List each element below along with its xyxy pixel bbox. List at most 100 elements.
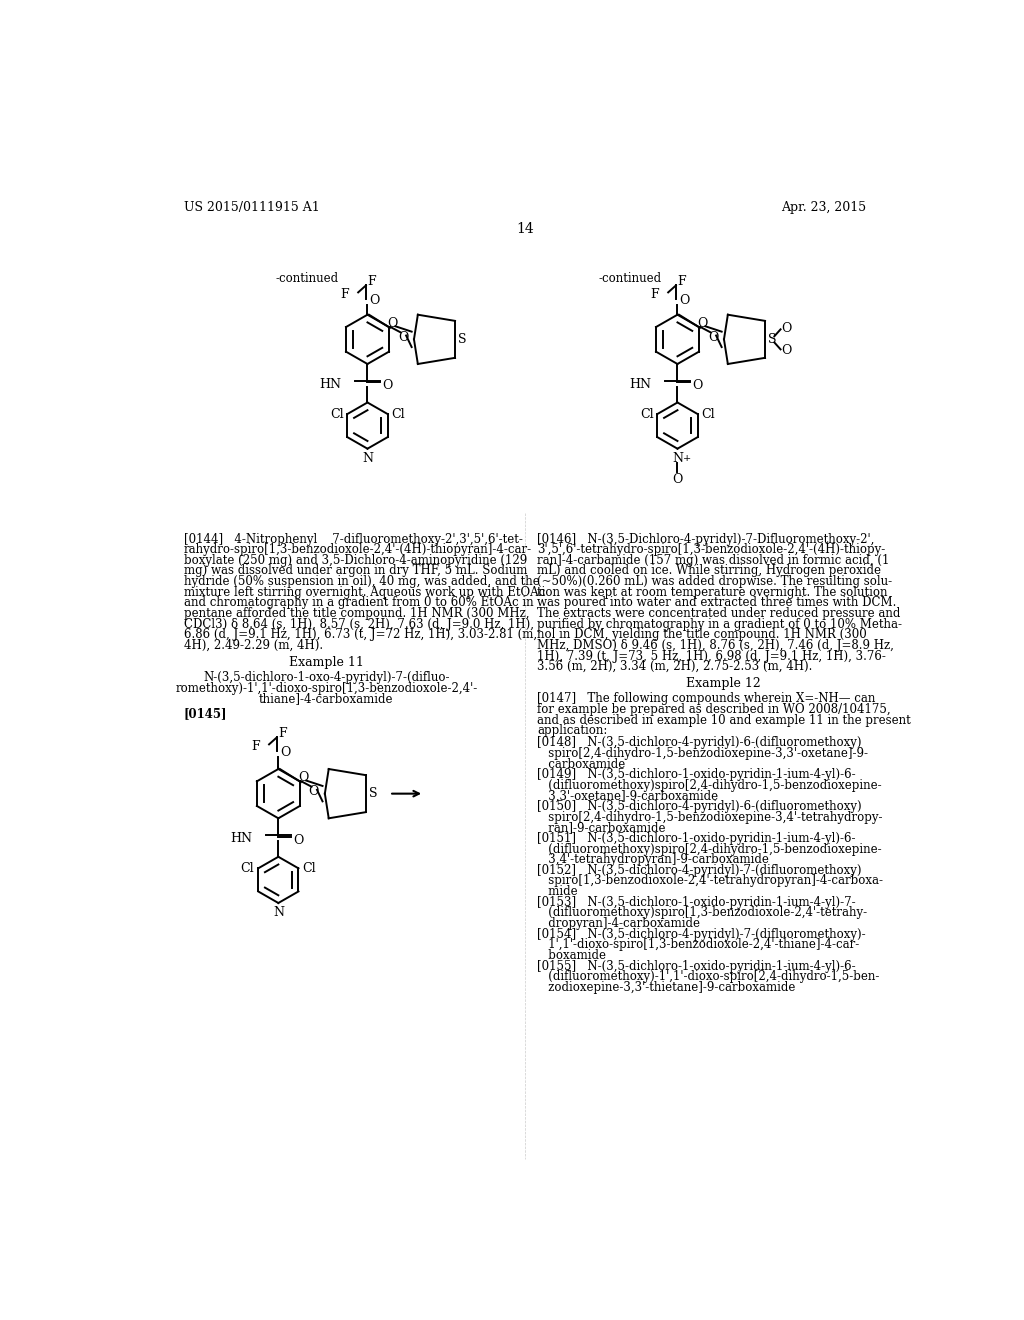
Text: CDCl3) δ 8.64 (s, 1H), 8.57 (s, 2H), 7.63 (d, J=9.0 Hz, 1H),: CDCl3) δ 8.64 (s, 1H), 8.57 (s, 2H), 7.6… bbox=[183, 618, 534, 631]
Text: O: O bbox=[781, 343, 792, 356]
Text: [0150]   N-(3,5-dichloro-4-pyridyl)-6-(difluoromethoxy): [0150] N-(3,5-dichloro-4-pyridyl)-6-(dif… bbox=[538, 800, 862, 813]
Text: F: F bbox=[279, 727, 287, 741]
Text: N-(3,5-dichloro-1-oxo-4-pyridyl)-7-(difluo-: N-(3,5-dichloro-1-oxo-4-pyridyl)-7-(difl… bbox=[203, 671, 450, 684]
Text: romethoxy)-1',1'-dioxo-spiro[1,3-benzodioxole-2,4'-: romethoxy)-1',1'-dioxo-spiro[1,3-benzodi… bbox=[175, 681, 477, 694]
Text: O: O bbox=[293, 834, 303, 846]
Text: (difluoromethoxy)spiro[2,4-dihydro-1,5-benzodioxepine-: (difluoromethoxy)spiro[2,4-dihydro-1,5-b… bbox=[538, 779, 882, 792]
Text: US 2015/0111915 A1: US 2015/0111915 A1 bbox=[183, 201, 319, 214]
Text: tion was kept at room temperature overnight. The solution: tion was kept at room temperature overni… bbox=[538, 586, 888, 599]
Text: thiane]-4-carboxamide: thiane]-4-carboxamide bbox=[259, 692, 393, 705]
Text: Cl: Cl bbox=[241, 862, 254, 875]
Text: MHz, DMSO) δ 9.46 (s, 1H), 8.76 (s, 2H), 7.46 (d, J=8.9 Hz,: MHz, DMSO) δ 9.46 (s, 1H), 8.76 (s, 2H),… bbox=[538, 639, 894, 652]
Text: Apr. 23, 2015: Apr. 23, 2015 bbox=[780, 201, 866, 214]
Text: [0149]   N-(3,5-dichloro-1-oxido-pyridin-1-ium-4-yl)-6-: [0149] N-(3,5-dichloro-1-oxido-pyridin-1… bbox=[538, 768, 856, 781]
Text: O: O bbox=[679, 294, 689, 308]
Text: O: O bbox=[387, 317, 397, 330]
Text: hydride (50% suspension in oil), 40 mg, was added, and the: hydride (50% suspension in oil), 40 mg, … bbox=[183, 576, 540, 589]
Text: Cl: Cl bbox=[640, 408, 653, 421]
Text: pentane afforded the title compound. 1H NMR (300 MHz,: pentane afforded the title compound. 1H … bbox=[183, 607, 529, 620]
Text: F: F bbox=[251, 741, 260, 754]
Text: ran]-9-carboxamide: ran]-9-carboxamide bbox=[538, 821, 666, 834]
Text: [0153]   N-(3,5-dichloro-1-oxido-pyridin-1-ium-4-yl)-7-: [0153] N-(3,5-dichloro-1-oxido-pyridin-1… bbox=[538, 896, 856, 908]
Text: [0154]   N-(3,5-dichloro-4-pyridyl)-7-(difluoromethoxy)-: [0154] N-(3,5-dichloro-4-pyridyl)-7-(dif… bbox=[538, 928, 866, 941]
Text: [0151]   N-(3,5-dichloro-1-oxido-pyridin-1-ium-4-yl)-6-: [0151] N-(3,5-dichloro-1-oxido-pyridin-1… bbox=[538, 832, 856, 845]
Text: 6.86 (d, J=9.1 Hz, 1H), 6.73 (t, J=72 Hz, 1H), 3.03-2.81 (m,: 6.86 (d, J=9.1 Hz, 1H), 6.73 (t, J=72 Hz… bbox=[183, 628, 537, 642]
Text: HN: HN bbox=[230, 832, 252, 845]
Text: The extracts were concentrated under reduced pressure and: The extracts were concentrated under red… bbox=[538, 607, 900, 620]
Text: (~50%)(0.260 mL) was added dropwise. The resulting solu-: (~50%)(0.260 mL) was added dropwise. The… bbox=[538, 576, 892, 589]
Text: HN: HN bbox=[319, 378, 341, 391]
Text: Example 11: Example 11 bbox=[289, 656, 364, 669]
Text: 3,4'-tetrahydropyran]-9-carboxamide: 3,4'-tetrahydropyran]-9-carboxamide bbox=[538, 853, 769, 866]
Text: was poured into water and extracted three times with DCM.: was poured into water and extracted thre… bbox=[538, 597, 897, 610]
Text: Cl: Cl bbox=[701, 408, 715, 421]
Text: rahydro-spiro[1,3-benzodioxole-2,4'-(4H)-thiopyran]-4-car-: rahydro-spiro[1,3-benzodioxole-2,4'-(4H)… bbox=[183, 544, 531, 556]
Text: O: O bbox=[781, 322, 792, 335]
Text: for example be prepared as described in WO 2008/104175,: for example be prepared as described in … bbox=[538, 704, 891, 715]
Text: N: N bbox=[672, 451, 683, 465]
Text: Example 12: Example 12 bbox=[686, 677, 761, 690]
Text: spiro[1,3-benzodioxole-2,4'-tetrahydropyran]-4-carboxa-: spiro[1,3-benzodioxole-2,4'-tetrahydropy… bbox=[538, 874, 883, 887]
Text: O: O bbox=[673, 474, 683, 486]
Text: and chromatography in a gradient from 0 to 60% EtOAc in: and chromatography in a gradient from 0 … bbox=[183, 597, 534, 610]
Text: 1H), 7.39 (t, J=73, 5 Hz, 1H), 6.98 (d, J=9.1 Hz, 1H), 3.76-: 1H), 7.39 (t, J=73, 5 Hz, 1H), 6.98 (d, … bbox=[538, 649, 886, 663]
Text: -continued: -continued bbox=[598, 272, 662, 285]
Text: F: F bbox=[340, 288, 349, 301]
Text: [0146]   N-(3,5-Dichloro-4-pyridyl)-7-Difluoromethoxy-2',: [0146] N-(3,5-Dichloro-4-pyridyl)-7-Difl… bbox=[538, 533, 874, 545]
Text: 1',1'-dioxo-spiro[1,3-benzodioxole-2,4'-thiane]-4-car-: 1',1'-dioxo-spiro[1,3-benzodioxole-2,4'-… bbox=[538, 939, 859, 952]
Text: N: N bbox=[361, 451, 373, 465]
Text: mide: mide bbox=[538, 886, 578, 898]
Text: 3,3'-oxetane]-9-carboxamide: 3,3'-oxetane]-9-carboxamide bbox=[538, 789, 718, 803]
Text: F: F bbox=[678, 275, 686, 288]
Text: Cl: Cl bbox=[302, 862, 316, 875]
Text: F: F bbox=[650, 288, 658, 301]
Text: 3',5',6'-tetrahydro-spiro[1,3-benzodioxole-2,4'-(4H)-thiopy-: 3',5',6'-tetrahydro-spiro[1,3-benzodioxo… bbox=[538, 544, 886, 556]
Text: spiro[2,4-dihydro-1,5-benzodioxepine-3,4'-tetrahydropy-: spiro[2,4-dihydro-1,5-benzodioxepine-3,4… bbox=[538, 810, 883, 824]
Text: O: O bbox=[708, 330, 718, 343]
Text: N: N bbox=[272, 906, 284, 919]
Text: zodioxepine-3,3'-thietane]-9-carboxamide: zodioxepine-3,3'-thietane]-9-carboxamide bbox=[538, 981, 796, 994]
Text: O: O bbox=[298, 771, 308, 784]
Text: -continued: -continued bbox=[275, 272, 338, 285]
Text: nol in DCM, yielding the title compound. 1H NMR (300: nol in DCM, yielding the title compound.… bbox=[538, 628, 867, 642]
Text: S: S bbox=[458, 333, 467, 346]
Text: S: S bbox=[768, 333, 776, 346]
Text: O: O bbox=[382, 379, 392, 392]
Text: [0155]   N-(3,5-dichloro-1-oxido-pyridin-1-ium-4-yl)-6-: [0155] N-(3,5-dichloro-1-oxido-pyridin-1… bbox=[538, 960, 856, 973]
Text: O: O bbox=[692, 379, 702, 392]
Text: O: O bbox=[308, 785, 319, 797]
Text: spiro[2,4-dihydro-1,5-benzodioxepine-3,3'-oxetane]-9-: spiro[2,4-dihydro-1,5-benzodioxepine-3,3… bbox=[538, 747, 868, 760]
Text: O: O bbox=[398, 330, 409, 343]
Text: F: F bbox=[368, 275, 376, 288]
Text: mixture left stirring overnight. Aqueous work up with EtOAc: mixture left stirring overnight. Aqueous… bbox=[183, 586, 545, 599]
Text: S: S bbox=[369, 787, 378, 800]
Text: O: O bbox=[369, 294, 380, 308]
Text: O: O bbox=[280, 746, 290, 759]
Text: [0147]   The following compounds wherein X=-NH— can: [0147] The following compounds wherein X… bbox=[538, 692, 876, 705]
Text: ran]-4-carbamide (157 mg) was dissolved in formic acid, (1: ran]-4-carbamide (157 mg) was dissolved … bbox=[538, 554, 890, 566]
Text: [0145]: [0145] bbox=[183, 708, 227, 721]
Text: 3.56 (m, 2H), 3.34 (m, 2H), 2.75-2.53 (m, 4H).: 3.56 (m, 2H), 3.34 (m, 2H), 2.75-2.53 (m… bbox=[538, 660, 813, 673]
Text: (difluoromethoxy)spiro[1,3-benzodioxole-2,4'-tetrahy-: (difluoromethoxy)spiro[1,3-benzodioxole-… bbox=[538, 907, 867, 919]
Text: application:: application: bbox=[538, 725, 607, 737]
Text: 4H), 2.49-2.29 (m, 4H).: 4H), 2.49-2.29 (m, 4H). bbox=[183, 639, 323, 652]
Text: carboxamide: carboxamide bbox=[538, 758, 626, 771]
Text: mL) and cooled on ice. While stirring, Hydrogen peroxide: mL) and cooled on ice. While stirring, H… bbox=[538, 565, 882, 577]
Text: [0148]   N-(3,5-dichloro-4-pyridyl)-6-(difluoromethoxy): [0148] N-(3,5-dichloro-4-pyridyl)-6-(dif… bbox=[538, 737, 862, 750]
Text: O: O bbox=[697, 317, 708, 330]
Text: HN: HN bbox=[629, 378, 651, 391]
Text: boxylate (250 mg) and 3,5-Dichloro-4-aminopyridine (129: boxylate (250 mg) and 3,5-Dichloro-4-ami… bbox=[183, 554, 527, 566]
Text: [0144]   4-Nitrophenyl    7-difluoromethoxy-2',3',5',6'-tet-: [0144] 4-Nitrophenyl 7-difluoromethoxy-2… bbox=[183, 533, 522, 545]
Text: [0152]   N-(3,5-dichloro-4-pyridyl)-7-(difluoromethoxy): [0152] N-(3,5-dichloro-4-pyridyl)-7-(dif… bbox=[538, 863, 862, 876]
Text: 14: 14 bbox=[516, 222, 534, 235]
Text: purified by chromatography in a gradient of 0 to 10% Metha-: purified by chromatography in a gradient… bbox=[538, 618, 902, 631]
Text: (difluoromethoxy)spiro[2,4-dihydro-1,5-benzodioxepine-: (difluoromethoxy)spiro[2,4-dihydro-1,5-b… bbox=[538, 842, 882, 855]
Text: Cl: Cl bbox=[391, 408, 406, 421]
Text: and as described in example 10 and example 11 in the present: and as described in example 10 and examp… bbox=[538, 714, 911, 726]
Text: dropyran]-4-carboxamide: dropyran]-4-carboxamide bbox=[538, 917, 700, 931]
Text: (difluoromethoxy)-1',1'-dioxo-spiro[2,4-dihydro-1,5-ben-: (difluoromethoxy)-1',1'-dioxo-spiro[2,4-… bbox=[538, 970, 880, 983]
Text: Cl: Cl bbox=[330, 408, 343, 421]
Text: +: + bbox=[683, 454, 691, 463]
Text: mg) was dissolved under argon in dry THF, 5 mL. Sodium: mg) was dissolved under argon in dry THF… bbox=[183, 565, 527, 577]
Text: boxamide: boxamide bbox=[538, 949, 606, 962]
